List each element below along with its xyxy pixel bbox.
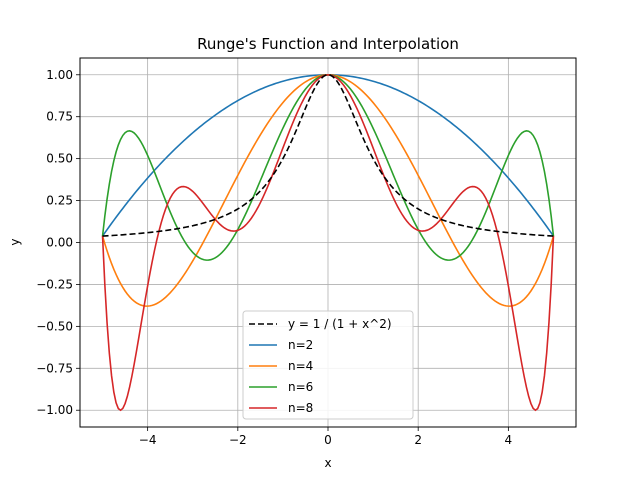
legend-label: n=8	[288, 401, 313, 415]
y-tick-label: 0.25	[46, 194, 73, 208]
series-lines	[101, 73, 555, 412]
axis-ticks: −4 −2 0 2 4 −1.00 −0.75 −0.50 −0.25 0.00 0.25 0.50 0…	[36, 68, 512, 447]
x-tick-label: −4	[139, 433, 157, 447]
legend-label: y = 1 / (1 + x^2)	[288, 317, 392, 331]
y-tick-label: 1.00	[46, 68, 73, 82]
x-tick-label: −2	[229, 433, 247, 447]
x-tick-label: 2	[414, 433, 422, 447]
y-tick-label: −1.00	[36, 403, 73, 417]
x-tick-label: 4	[505, 433, 513, 447]
y-tick-label: 0.00	[46, 236, 73, 250]
y-tick-label: 0.75	[46, 110, 73, 124]
legend: y = 1 / (1 + x^2) n=2 n=4 n=6 n=8	[242, 310, 414, 420]
y-tick-label: −0.25	[36, 277, 73, 291]
y-axis-label: y	[8, 238, 22, 245]
series-line-n-8	[101, 73, 555, 412]
legend-box	[242, 310, 414, 420]
legend-label: n=2	[288, 338, 313, 352]
legend-label: n=4	[288, 359, 313, 373]
legend-label: n=6	[288, 380, 313, 394]
y-tick-label: −0.50	[36, 319, 73, 333]
x-tick-label: 0	[324, 433, 332, 447]
y-tick-label: −0.75	[36, 361, 73, 375]
x-axis-label: x	[324, 456, 331, 470]
chart-title: Runge's Function and Interpolation	[197, 35, 459, 53]
y-tick-label: 0.50	[46, 152, 73, 166]
series-line-runge-function	[102, 73, 554, 237]
